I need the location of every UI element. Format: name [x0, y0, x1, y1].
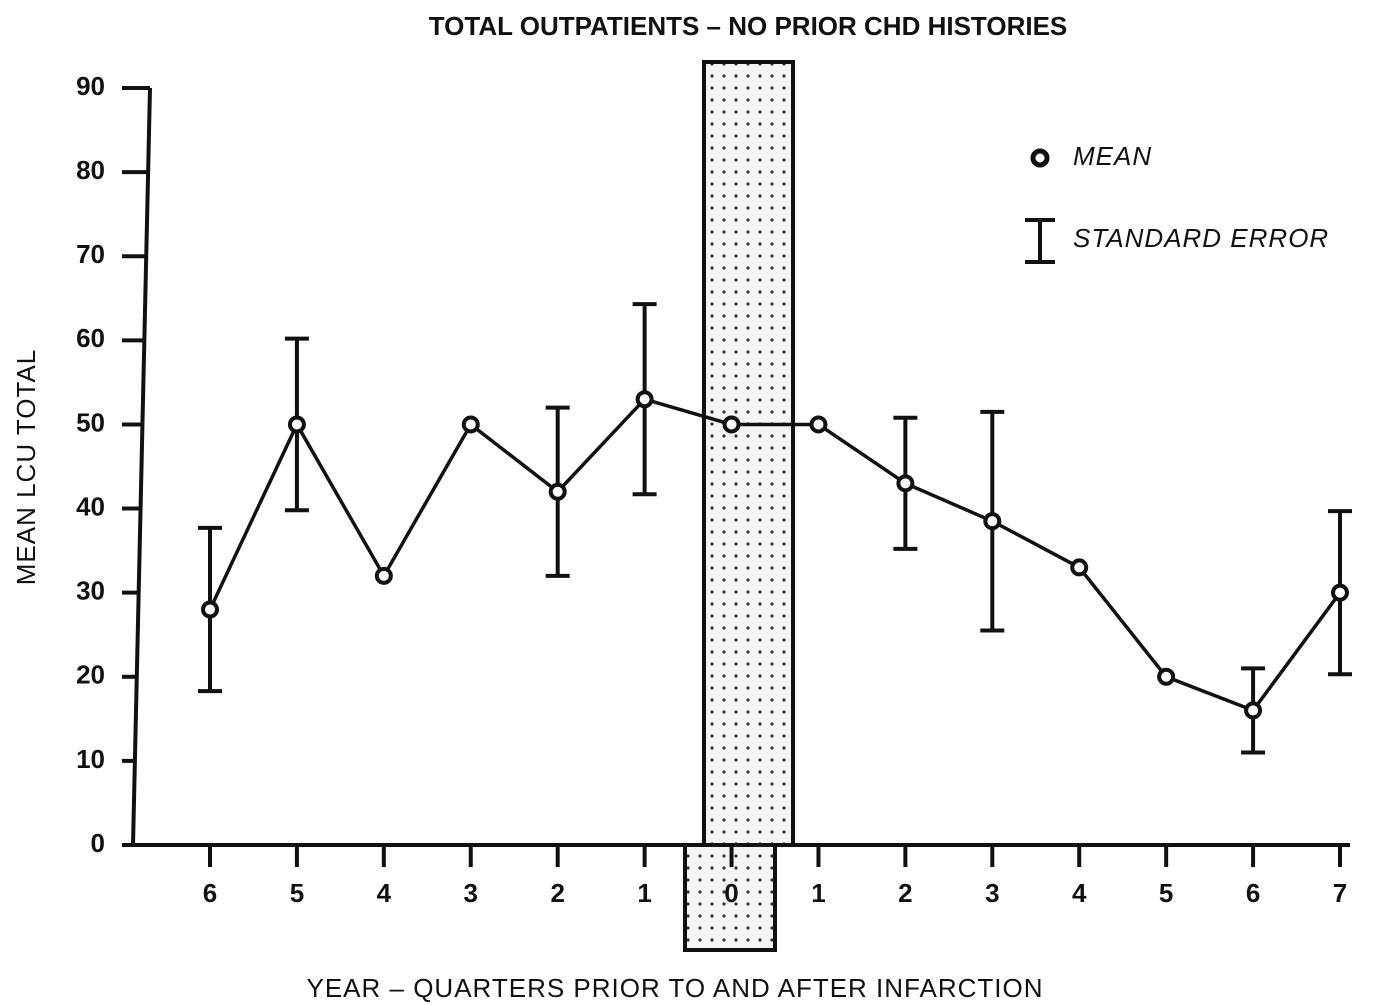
- x-tick-label: 2: [898, 878, 912, 908]
- y-tick-label: 80: [76, 155, 105, 185]
- legend-error-symbol: [1025, 218, 1055, 264]
- y-tick-label: 30: [76, 576, 105, 606]
- legend-label: STANDARD ERROR: [1073, 223, 1329, 253]
- mean-point: [201, 600, 219, 619]
- x-tick-label: 0: [724, 878, 738, 908]
- y-tick-label: 60: [76, 323, 105, 353]
- mean-point: [896, 474, 915, 493]
- mean-point: [548, 482, 567, 501]
- mean-point: [983, 512, 1002, 531]
- x-tick-label: 6: [1246, 878, 1260, 908]
- mean-point: [809, 415, 828, 434]
- series-line: [208, 397, 1342, 713]
- y-tick-label: 40: [76, 491, 105, 521]
- x-tick-label: 1: [637, 878, 651, 908]
- mean-point: [1070, 558, 1089, 577]
- x-tick-label: 4: [1072, 878, 1087, 908]
- x-tick-label: 5: [290, 878, 304, 908]
- y-tick-label: 10: [76, 744, 105, 774]
- mean-point: [1331, 583, 1349, 602]
- mean-point: [461, 415, 480, 434]
- y-tick-label: 20: [76, 660, 105, 690]
- x-tick-label: 7: [1333, 878, 1347, 908]
- legend-label: MEAN: [1073, 141, 1152, 171]
- infarction-band: [683, 60, 795, 952]
- x-tick-label: 6: [203, 878, 217, 908]
- mean-point: [1157, 667, 1176, 686]
- x-axis-label: YEAR – QUARTERS PRIOR TO AND AFTER INFAR…: [306, 973, 1043, 1003]
- x-tick-label: 4: [377, 878, 392, 908]
- y-tick-label: 50: [76, 407, 105, 437]
- mean-point: [722, 415, 741, 434]
- x-tick-label: 2: [550, 878, 564, 908]
- mean-point: [635, 390, 654, 409]
- x-tick-label: 3: [985, 878, 999, 908]
- y-tick-label: 0: [91, 828, 105, 858]
- y-axis-label: MEAN LCU TOTAL: [11, 349, 41, 586]
- y-tick-label: 70: [76, 239, 105, 269]
- mean-point: [1244, 701, 1263, 720]
- legend-marker: [1030, 148, 1050, 168]
- y-axis: [131, 87, 152, 846]
- x-tick-label: 1: [811, 878, 825, 908]
- x-tick-label: 5: [1159, 878, 1173, 908]
- chart-title: TOTAL OUTPATIENTS – NO PRIOR CHD HISTORI…: [429, 11, 1068, 41]
- mean-point: [287, 415, 306, 434]
- x-tick-label: 3: [464, 878, 478, 908]
- y-tick-label: 90: [76, 71, 105, 101]
- legend: MEAN STANDARD ERROR: [1025, 141, 1329, 264]
- mean-point: [374, 566, 393, 585]
